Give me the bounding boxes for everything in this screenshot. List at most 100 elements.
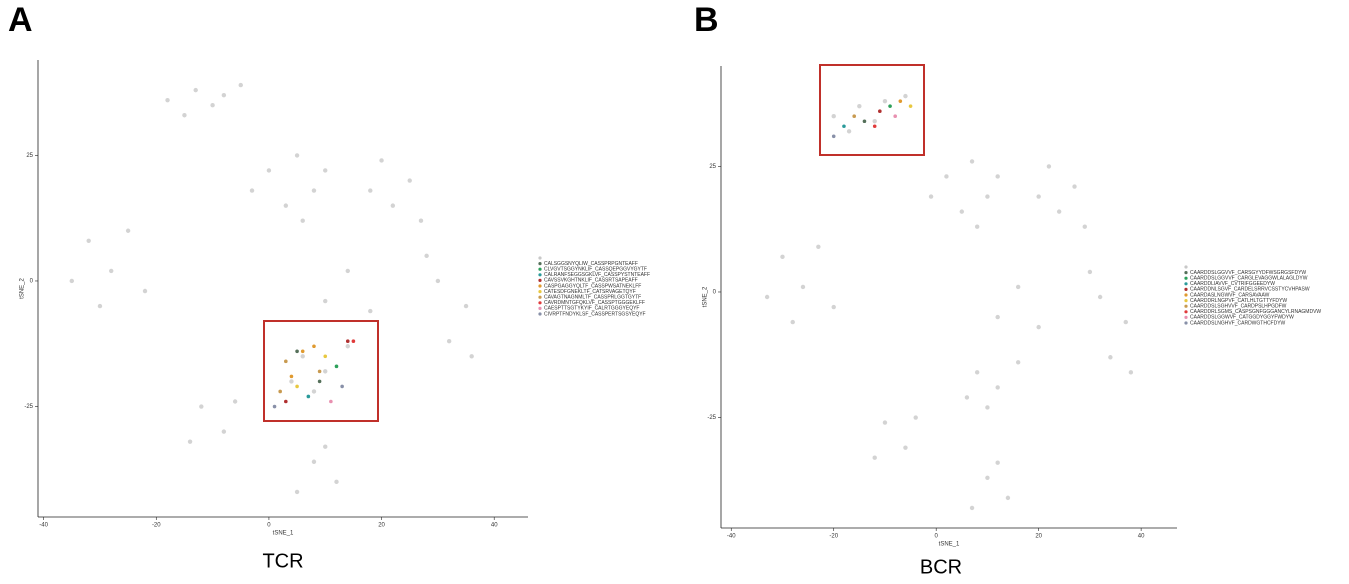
legend-label: CAARDASLNGWVF_CARSAVAAW <box>1190 292 1270 298</box>
legend-swatch <box>1184 315 1188 319</box>
point <box>300 354 305 359</box>
legend-swatch <box>1184 265 1188 269</box>
x-tick-label: -40 <box>727 534 736 540</box>
point <box>345 339 350 344</box>
point <box>1015 360 1021 365</box>
point <box>182 113 187 118</box>
point <box>1036 324 1041 330</box>
x-axis-label: tSNE_1 <box>939 542 960 548</box>
point <box>790 319 795 325</box>
point <box>125 228 131 233</box>
point <box>1128 370 1134 375</box>
point <box>831 134 836 139</box>
point <box>187 439 193 444</box>
point <box>294 153 300 158</box>
x-tick-label: 0 <box>935 534 939 540</box>
highlight-box <box>263 320 379 422</box>
legend-swatch <box>1184 304 1188 308</box>
point <box>974 370 980 375</box>
point <box>424 253 429 259</box>
legend-label: CAARDDSLGGWVF_CATGGDYGGYFWDYW <box>1190 315 1294 321</box>
y-axis-label: tSNE_2 <box>20 278 26 299</box>
point <box>323 354 328 359</box>
panel-label: B <box>694 1 719 39</box>
legend-label: CAARDDSLGGVVF_CARSGYYDFWSGRGSFDYW <box>1190 270 1306 276</box>
point <box>985 405 990 410</box>
x-tick-label: 20 <box>378 523 385 529</box>
legend-swatch <box>538 295 542 299</box>
point <box>764 294 770 300</box>
point <box>232 399 238 404</box>
x-tick-label: 40 <box>491 523 498 529</box>
legend-swatch <box>1184 293 1188 297</box>
point <box>831 304 836 310</box>
point <box>317 379 322 384</box>
legend-swatch <box>538 306 542 310</box>
legend-label: CAARDDSLSGHVVF_CARDPSLHPGDFW <box>1190 304 1287 310</box>
y-tick-label: 0 <box>30 279 34 285</box>
legend-label: CALRANFSEGGSGKLVF_CASSPYSTNTEAFF <box>544 272 650 278</box>
legend-label: CALSGGSNYQLIW_CASSPRPGNTEAFF <box>544 261 638 267</box>
point <box>368 188 373 193</box>
point <box>340 384 344 389</box>
legend-label: CAARDDLIAVVF_CVTRIFGGEEDYW <box>1190 281 1275 287</box>
point <box>446 339 452 344</box>
point <box>210 102 215 108</box>
point <box>862 119 867 124</box>
point <box>463 303 469 309</box>
legend-swatch <box>538 256 542 260</box>
y-tick-label: 25 <box>709 164 716 170</box>
legend-label: CAARDDNLSGVF_CARDELSRRVCSSTYCVHPASW <box>1190 287 1310 293</box>
point <box>351 339 356 344</box>
point <box>1082 224 1087 229</box>
x-axis-label: tSNE_1 <box>273 531 294 537</box>
point <box>898 99 903 103</box>
point <box>193 87 198 93</box>
y-tick-label: -25 <box>707 415 716 421</box>
point <box>323 444 328 449</box>
y-tick-label: 0 <box>713 290 717 296</box>
point <box>368 308 373 314</box>
point <box>334 479 339 485</box>
legend-swatch <box>1184 271 1188 275</box>
legend-label: CAARDDSLGGVVF_CARGLEVAGGWLALAGLDYW <box>1190 276 1308 282</box>
point <box>995 460 1000 465</box>
point <box>800 284 806 290</box>
point <box>323 168 328 173</box>
point <box>295 384 299 389</box>
point <box>882 98 888 104</box>
point <box>872 119 877 124</box>
point <box>109 268 114 274</box>
point <box>995 314 1000 320</box>
point <box>969 505 975 511</box>
point <box>964 395 970 400</box>
point <box>284 359 288 364</box>
x-tick-label: -20 <box>152 523 161 529</box>
point <box>278 389 282 394</box>
legend-swatch <box>538 278 542 282</box>
legend-swatch <box>1184 276 1188 280</box>
point <box>306 394 311 399</box>
point <box>407 178 412 183</box>
legend-label: CAVAGTNAGNMLTF_CASSPRLGGTGYTF <box>544 295 641 301</box>
point <box>311 459 317 464</box>
legend-swatch <box>1184 287 1188 291</box>
point <box>816 244 821 249</box>
legend-label: CAARDDSLNGHVF_CARDWGTHCFDYW <box>1190 320 1286 326</box>
point <box>888 104 892 108</box>
y-axis-label: tSNE_2 <box>703 286 709 307</box>
point <box>985 194 990 199</box>
point <box>289 374 294 379</box>
legend-swatch <box>538 267 542 271</box>
point <box>345 268 350 274</box>
highlight-box <box>819 64 925 156</box>
legend-label: CASPGAGGYQLTF_CASSPWSATNEKLFF <box>544 283 641 289</box>
point <box>959 209 965 214</box>
point <box>1015 284 1021 290</box>
legend-label: CAARDDRLSGMS_CASPSGNFGGGANCYLRNAGMDVW <box>1190 309 1321 315</box>
legend-swatch <box>1184 310 1188 314</box>
point <box>857 103 862 109</box>
point <box>238 82 243 88</box>
point <box>969 159 975 164</box>
